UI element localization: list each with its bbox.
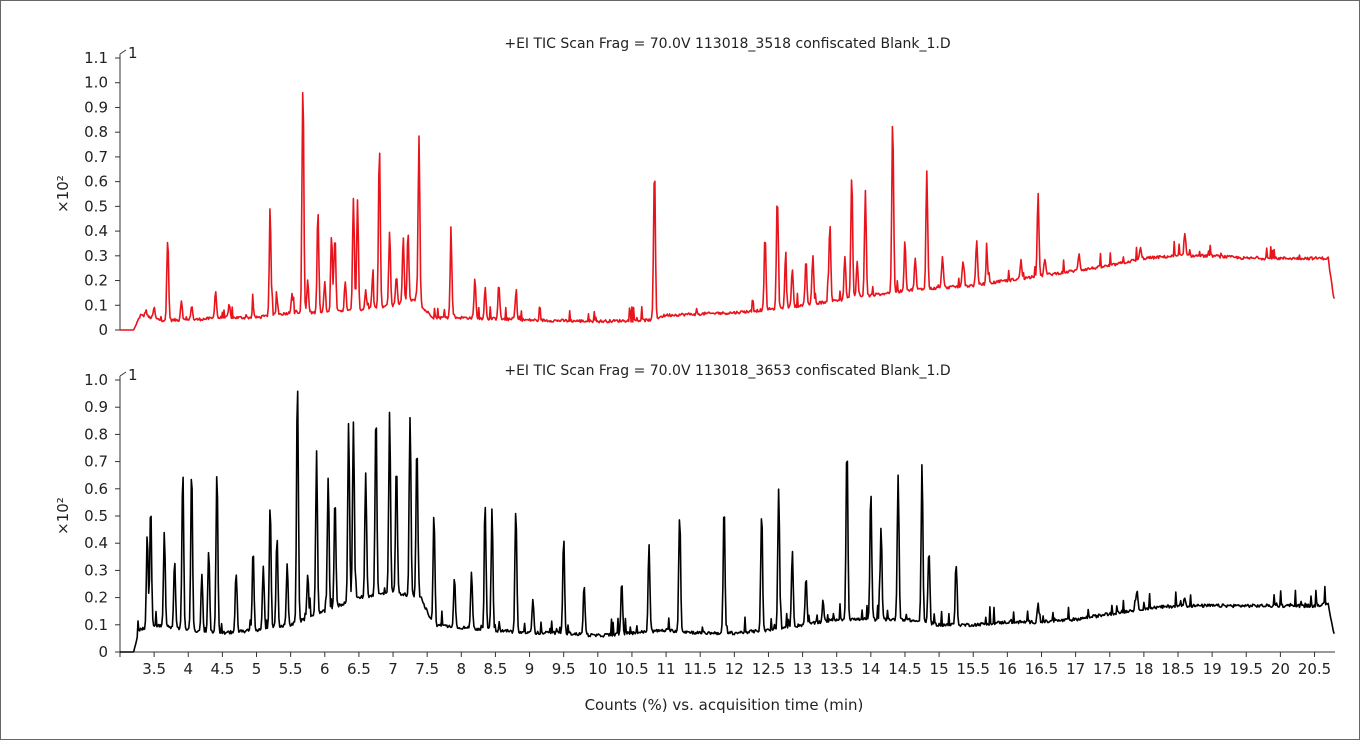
- y-tick-label: 0.5: [84, 507, 108, 525]
- chromatogram-panel-bottom: +EI TIC Scan Frag = 70.0V 113018_3653 co…: [54, 363, 1335, 678]
- y-tick-label: 1.1: [84, 49, 108, 67]
- panel-title: +EI TIC Scan Frag = 70.0V 113018_3518 co…: [504, 36, 950, 52]
- y-tick-label: 0.4: [84, 222, 108, 240]
- x-tick-label: 5.5: [279, 660, 303, 678]
- x-tick-label: 15.5: [957, 660, 990, 678]
- y-tick-label: 0: [98, 321, 108, 339]
- x-tick-label: 12: [725, 660, 744, 678]
- x-tick-label: 14: [861, 660, 880, 678]
- x-tick-label: 6.5: [347, 660, 371, 678]
- y-tick-label: 0.6: [84, 173, 108, 191]
- x-tick-label: 19: [1203, 660, 1222, 678]
- y-tick-label: 0.7: [84, 148, 108, 166]
- x-tick-label: 8: [457, 660, 467, 678]
- x-tick-label: 12.5: [752, 660, 785, 678]
- y-tick-label: 0.2: [84, 272, 108, 290]
- x-tick-label: 14.5: [888, 660, 921, 678]
- y-tick-label: 0.9: [84, 398, 108, 416]
- y-tick-label: 0.6: [84, 480, 108, 498]
- x-tick-label: 7.5: [415, 660, 439, 678]
- x-tick-label: 13: [793, 660, 812, 678]
- x-tick-label: 11: [657, 660, 676, 678]
- y-tick-label: 0.4: [84, 534, 108, 552]
- x-tick-label: 17.5: [1093, 660, 1126, 678]
- x-tick-label: 10: [588, 660, 607, 678]
- y-axis-cap: [119, 371, 127, 377]
- panel-title: +EI TIC Scan Frag = 70.0V 113018_3653 co…: [504, 363, 950, 379]
- x-tick-label: 16.5: [1025, 660, 1058, 678]
- x-tick-label: 9: [525, 660, 535, 678]
- x-tick-label: 5: [252, 660, 262, 678]
- x-tick-label: 20: [1271, 660, 1290, 678]
- x-tick-label: 19.5: [1230, 660, 1263, 678]
- x-tick-label: 17: [1066, 660, 1085, 678]
- y-axis-top-label: 1: [128, 366, 138, 384]
- y-tick-label: 0: [98, 643, 108, 661]
- x-tick-label: 16: [998, 660, 1017, 678]
- tic-trace: [120, 91, 1335, 331]
- y-tick-label: 0.3: [84, 561, 108, 579]
- y-tick-label: 1.0: [84, 371, 108, 389]
- x-tick-label: 7: [388, 660, 398, 678]
- y-tick-label: 0.3: [84, 247, 108, 265]
- chromatogram-panel-top: +EI TIC Scan Frag = 70.0V 113018_3518 co…: [54, 36, 1335, 339]
- x-tick-label: 10.5: [615, 660, 648, 678]
- x-tick-label: 4: [183, 660, 193, 678]
- y-axis-label: ×10²: [54, 175, 72, 213]
- y-axis-top-label: 1: [128, 44, 138, 62]
- tic-trace: [120, 390, 1335, 653]
- y-tick-label: 0.2: [84, 589, 108, 607]
- y-tick-label: 1.0: [84, 74, 108, 92]
- y-axis-label: ×10²: [54, 497, 72, 535]
- x-tick-label: 8.5: [483, 660, 507, 678]
- x-tick-label: 11.5: [683, 660, 716, 678]
- y-tick-label: 0.7: [84, 453, 108, 471]
- x-tick-label: 3.5: [142, 660, 166, 678]
- x-tick-label: 18: [1134, 660, 1153, 678]
- y-tick-label: 0.1: [84, 296, 108, 314]
- y-tick-label: 0.8: [84, 123, 108, 141]
- y-tick-label: 0.8: [84, 425, 108, 443]
- y-tick-label: 0.5: [84, 197, 108, 215]
- x-tick-label: 15: [930, 660, 949, 678]
- x-tick-label: 18.5: [1161, 660, 1194, 678]
- x-tick-label: 6: [320, 660, 330, 678]
- y-tick-label: 0.9: [84, 98, 108, 116]
- x-tick-label: 9.5: [552, 660, 576, 678]
- x-axis-label: Counts (%) vs. acquisition time (min): [585, 696, 864, 714]
- y-axis-cap: [119, 49, 127, 55]
- y-tick-label: 0.1: [84, 616, 108, 634]
- x-tick-label: 4.5: [210, 660, 234, 678]
- x-tick-label: 20.5: [1298, 660, 1331, 678]
- x-tick-label: 13.5: [820, 660, 853, 678]
